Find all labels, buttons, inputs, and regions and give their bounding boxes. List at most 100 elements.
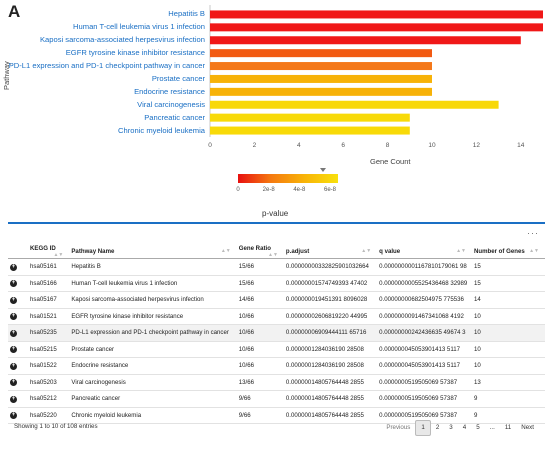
table-cell: 10 <box>471 357 545 375</box>
table-cell: 0.00000014805764448 2855 <box>283 390 378 408</box>
table-cell: 10/66 <box>236 341 284 358</box>
x-axis-title: Gene Count <box>370 157 411 166</box>
table-row[interactable]: + hsa05235 PD-L1 expression and PD-1 check… <box>8 324 545 342</box>
table-cell: 15 <box>471 258 545 276</box>
table-row[interactable]: + hsa05161 Hepatitis B 15/66 0.0000000033282… <box>8 258 545 276</box>
expand-row-icon[interactable]: + <box>10 362 17 370</box>
expand-row-icon[interactable]: + <box>10 263 17 271</box>
category-label: Prostate cancer <box>151 73 205 83</box>
column-header[interactable]: Gene Ratio ▲▼ <box>236 244 284 259</box>
expand-row-icon[interactable]: + <box>10 379 17 387</box>
more-options-icon[interactable]: ··· <box>527 228 539 238</box>
expand-cell[interactable]: + <box>8 275 29 292</box>
column-header[interactable]: q value ▲▼ <box>377 244 472 259</box>
category-label: Chronic myeloid leukemia <box>118 125 205 135</box>
table-cell: hsa05235 <box>28 324 70 342</box>
table-cell: 10/66 <box>236 324 284 342</box>
column-header[interactable]: KEGG ID ▲▼ <box>28 244 70 259</box>
expand-row-icon[interactable]: + <box>10 395 17 403</box>
sort-icon[interactable]: ▲▼ <box>529 247 539 254</box>
table-cell: Hepatitis B <box>69 258 237 276</box>
category-label: Viral carcinogenesis <box>137 99 205 109</box>
previous-page-button[interactable]: Previous <box>386 424 411 431</box>
bar-8 <box>210 100 499 109</box>
expand-row-icon[interactable]: + <box>10 412 17 420</box>
page-button-3[interactable]: 3 <box>449 424 453 431</box>
expand-row-icon[interactable]: + <box>10 346 17 354</box>
expand-cell[interactable]: + <box>8 407 29 424</box>
table-cell: 0.00000014805764448 2855 <box>283 407 378 424</box>
expand-row-icon[interactable]: + <box>10 329 17 337</box>
table-header-row: KEGG ID ▲▼ Pathway Name ▲▼ Gene Ratio ▲▼ p.adj… <box>8 244 545 259</box>
category-label: Hepatitis B <box>168 9 205 19</box>
sort-icon[interactable]: ▲▼ <box>220 247 231 254</box>
table-cell: 0.0000000001167810179061 98 <box>377 258 472 276</box>
table-cell: 9/66 <box>236 407 284 424</box>
table-row[interactable]: + hsa01521 EGFR tyrosine kinase inhibitor … <box>8 308 545 325</box>
column-header[interactable]: p.adjust ▲▼ <box>283 244 378 259</box>
expand-cell[interactable]: + <box>8 341 29 358</box>
table-cell: 13/66 <box>236 374 284 391</box>
legend-tick-label: 4e-8 <box>293 187 306 193</box>
column-header[interactable]: Number of Genes ▲▼ <box>471 244 545 259</box>
expand-row-icon[interactable]: + <box>10 296 17 304</box>
legend-title: p-value <box>262 209 289 218</box>
page-button-11[interactable]: 11 <box>504 424 512 431</box>
table-cell: hsa01522 <box>28 357 70 375</box>
bar-9 <box>210 113 410 122</box>
expand-cell[interactable]: + <box>8 258 29 276</box>
table-row[interactable]: + hsa05220 Chronic myeloid leukemia 9/66 0.0… <box>8 407 545 424</box>
category-label: Human T-cell leukemia virus 1 infection <box>73 22 205 32</box>
table-cell: 15/66 <box>236 275 284 292</box>
expand-cell[interactable]: + <box>8 308 29 325</box>
table-row[interactable]: + hsa05166 Human T-cell leukemia virus 1 i… <box>8 275 545 292</box>
next-page-button[interactable]: Next <box>521 424 534 431</box>
table-cell: Pancreatic cancer <box>69 390 237 408</box>
page-button-1[interactable]: 1 <box>415 420 431 436</box>
legend-gradient <box>238 174 338 183</box>
table-body: + hsa05161 Hepatitis B 15/66 0.0000000033282… <box>8 258 545 424</box>
expand-cell[interactable]: + <box>8 390 29 408</box>
expand-cell[interactable]: + <box>8 291 29 309</box>
page-button-4[interactable]: 4 <box>462 424 467 431</box>
legend-tick-label: 0 <box>236 187 240 193</box>
expand-row-icon[interactable]: + <box>10 313 17 321</box>
bar-7 <box>210 87 432 96</box>
table-cell: 0.00000002606819220 44995 <box>283 308 378 325</box>
x-tick-label: 4 <box>296 142 301 149</box>
table-row[interactable]: + hsa05167 Kaposi sarcoma-associated herpe… <box>8 291 545 309</box>
table-row[interactable]: + hsa05203 Viral carcinogenesis 13/66 0.0000… <box>8 374 545 391</box>
table-cell: hsa05220 <box>28 407 70 424</box>
page-button-2[interactable]: 2 <box>435 424 440 431</box>
bar-5 <box>210 62 432 71</box>
sort-icon[interactable]: ▲▼ <box>268 251 278 258</box>
table-cell: 9/66 <box>236 390 284 408</box>
table-row[interactable]: + hsa01522 Endocrine resistance 10/66 0.0000… <box>8 357 545 375</box>
expand-cell[interactable]: + <box>8 374 29 391</box>
table-cell: 0.000000045053901413 5117 <box>377 357 472 375</box>
sort-icon[interactable]: ▲▼ <box>361 247 372 254</box>
expand-row-icon[interactable]: + <box>10 280 17 288</box>
table-cell: 0.0000001284036190 28508 <box>283 341 378 358</box>
x-tick-label: 2 <box>252 142 257 149</box>
page-button-5[interactable]: 5 <box>476 424 480 431</box>
table-row[interactable]: + hsa05215 Prostate cancer 10/66 0.000000128… <box>8 341 545 358</box>
entries-info: Showing 1 to 10 of 108 entries <box>14 423 98 430</box>
bar-3 <box>210 36 521 45</box>
x-tick-label: 8 <box>385 142 390 149</box>
expand-cell[interactable]: + <box>8 324 29 342</box>
column-header[interactable]: Pathway Name ▲▼ <box>69 244 237 259</box>
expand-cell[interactable]: + <box>8 357 29 375</box>
table-cell: EGFR tyrosine kinase inhibitor resistanc… <box>69 308 237 325</box>
table-cell: 10 <box>471 341 545 358</box>
table-cell: 0.00000014805764448 2855 <box>283 374 378 391</box>
table-row[interactable]: + hsa05212 Pancreatic cancer 9/66 0.00000014… <box>8 390 545 408</box>
sort-icon[interactable]: ▲▼ <box>456 247 466 254</box>
table-cell: 10 <box>471 324 545 342</box>
table-cell: 0.000000019451391 8096028 <box>283 291 378 309</box>
table-cell: 10/66 <box>236 308 284 325</box>
bar-10 <box>210 126 410 135</box>
table-cell: 0.00000000332825901032664 <box>283 258 378 276</box>
bar-4 <box>210 49 432 58</box>
sort-icon[interactable]: ▲▼ <box>53 251 64 258</box>
